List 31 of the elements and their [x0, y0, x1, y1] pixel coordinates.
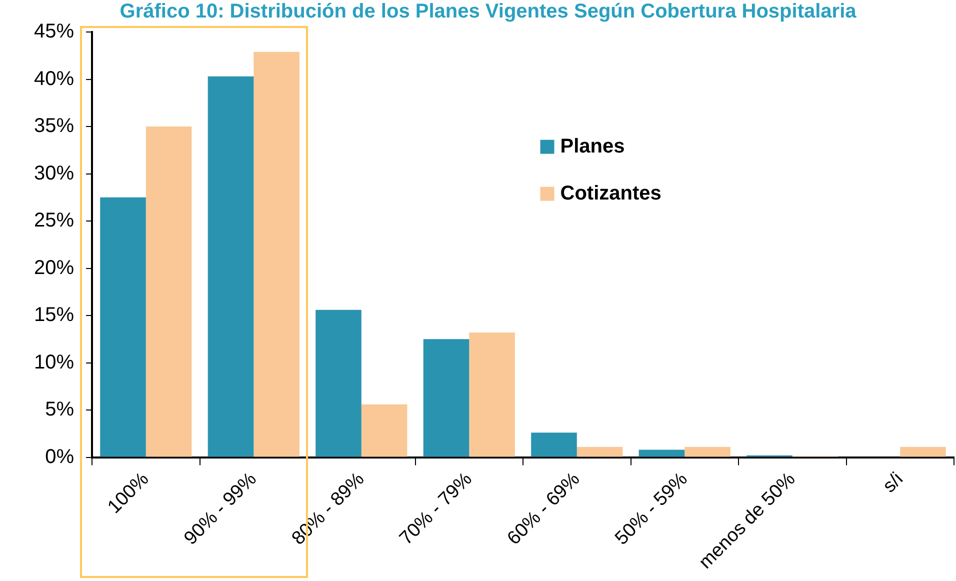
bar: [531, 432, 577, 457]
bar: [638, 450, 685, 457]
legend-label: Planes: [560, 135, 625, 158]
y-tick-label: 20%: [34, 256, 74, 279]
y-tick-label: 10%: [34, 351, 74, 374]
bar: [684, 446, 730, 457]
bar: [208, 76, 254, 457]
y-tick-label: 30%: [34, 162, 74, 184]
x-tick-label: 50% - 59%: [611, 468, 692, 550]
bar: [100, 197, 146, 457]
bar: [900, 446, 946, 457]
x-tick-label: 90% - 99%: [180, 468, 261, 550]
bar: [316, 310, 362, 457]
chart-title: Gráfico 10: Distribución de los Planes Vigentes Según Cobertura Hospitalaria: [120, 0, 858, 23]
y-tick-label: 5%: [45, 398, 74, 421]
y-tick-label: 0%: [45, 446, 74, 468]
x-tick-label: s/i: [879, 468, 908, 497]
y-tick-label: 45%: [34, 20, 74, 43]
y-tick-label: 25%: [34, 210, 74, 232]
y-tick-label: 15%: [34, 304, 74, 326]
bar: [254, 52, 300, 457]
x-tick-label: 60% - 69%: [504, 468, 584, 550]
bar: [146, 126, 192, 457]
x-tick-label: 70% - 79%: [396, 468, 476, 550]
bar: [469, 332, 515, 457]
y-tick-label: 40%: [34, 68, 74, 90]
legend-label: Cotizantes: [560, 182, 662, 204]
bar: [423, 339, 470, 457]
bar: [576, 446, 623, 457]
y-tick-label: 35%: [34, 115, 74, 138]
bar: [361, 404, 408, 457]
